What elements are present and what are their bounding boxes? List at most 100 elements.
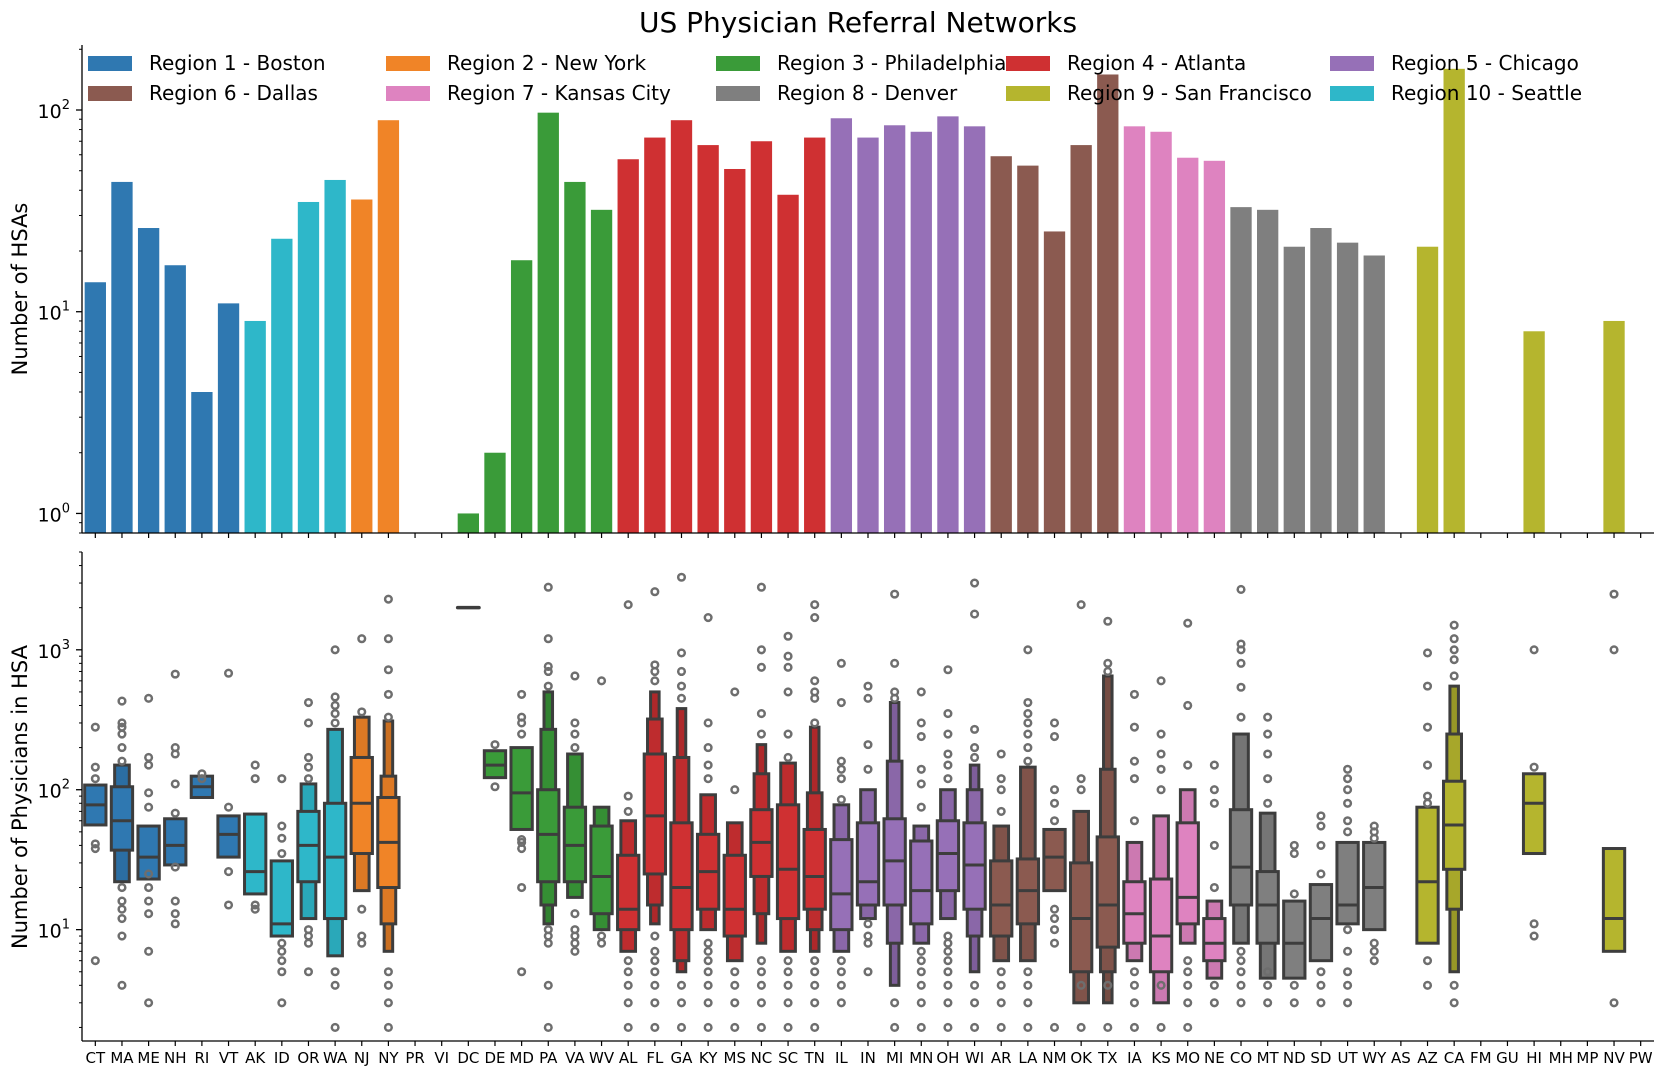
boxen-outlier-me [144,760,154,770]
hsa-y-tick-label: 100 [38,501,70,526]
boxen-outlier-ny [383,689,393,699]
boxen-outlier-vt [223,900,234,910]
boxen-outlier-tn [810,998,820,1008]
boxen-outlier-in [863,931,873,941]
boxen-outlier-mn [916,802,926,812]
hsa-y-tick-label: 101 [38,300,70,325]
boxen-outlier-sc [783,752,793,763]
boxen-outlier-fl [650,946,660,956]
boxen-outlier-va [570,946,580,956]
hsa-bar-wy [1363,255,1385,534]
boxen-outlier-ky [703,760,713,770]
hsa-bars [84,68,1625,534]
boxen-outlier-ms [730,967,740,977]
hsa-bar-tx [1097,74,1119,533]
boxen-level-al [616,853,641,932]
x-tick-label-ms: MS [724,1049,746,1067]
hsa-bar-ky [697,145,719,534]
legend-label: Region 3 - Philadelphia [777,51,1006,75]
x-tick-label-ga: GA [671,1049,694,1067]
boxen-outlier-id [277,956,287,966]
boxen-outlier-vt [223,867,234,877]
boxen-outlier-sd [1316,967,1326,977]
boxen-outlier-mt [1263,998,1273,1008]
boxen-outlier-me [144,693,154,703]
boxen-outlier-ga [676,681,687,691]
boxen-outlier-ms [730,998,740,1008]
boxen-outlier-al [623,980,633,990]
boxen-outlier-ny [383,594,393,604]
boxen-outlier-nh [170,779,180,789]
legend-swatch [88,56,132,71]
boxen-outlier-oh [943,774,953,784]
legend-swatch [386,86,430,101]
boxen-outlier-fl [650,676,660,686]
boxen-outlier-co [1236,712,1246,722]
x-tick-label-oh: OH [936,1049,959,1067]
boxen-outlier-ga [676,648,687,658]
hsa-bar-nv [1603,320,1625,533]
boxen-outlier-mi [890,589,900,599]
hsa-bar-ia [1123,126,1146,533]
hsa-bar-pa [537,112,559,533]
boxen-outlier-ks [1156,785,1166,795]
boxen-outlier-ma [117,914,127,924]
boxen-outlier-ca [1449,634,1459,644]
boxen-outlier-la [1023,697,1033,708]
hsa-bar-nc [750,141,773,534]
x-tick-label-hi: HI [1526,1049,1542,1067]
boxen-outlier-az [1422,681,1433,691]
x-tick-label-mi: MI [886,1049,903,1067]
boxen-outlier-in [863,938,873,948]
boxen-outlier-il [836,967,846,977]
boxen-outlier-mo [1183,967,1193,977]
boxen-outlier-nm [1049,718,1060,728]
hsa-bar-hi [1523,331,1545,533]
boxen-outlier-ma [117,722,127,732]
boxen-outlier-ut [1343,827,1353,837]
legend-swatch [386,56,430,71]
boxen-level-nd [1282,899,1307,980]
hsa-bar-ne [1203,160,1226,533]
physician-boxes [83,572,1627,1032]
hsa-bar-mo [1177,157,1199,533]
boxen-outlier-il [836,764,846,774]
boxen-outlier-nh [170,669,180,679]
boxen-outlier-ca [1449,998,1459,1008]
physician-y-tick-label: 102 [38,778,70,803]
boxen-outlier-me [144,802,154,812]
hsa-bar-ct [84,282,106,533]
boxen-outlier-id [277,967,287,977]
x-tick-label-ct: CT [86,1049,106,1067]
boxen-outlier-oh [943,998,953,1008]
x-tick-label-mh: MH [1549,1049,1573,1067]
x-tick-label-nc: NC [751,1049,773,1067]
physician-y-axis-label: Number of Physicians in HSA [8,644,32,949]
boxen-outlier-ca [1449,645,1459,655]
legend-label: Region 9 - San Francisco [1067,81,1312,105]
boxen-outlier-ne [1209,980,1219,990]
boxen-level-co [1228,808,1254,907]
boxen-outlier-wi [970,1022,980,1032]
boxen-outlier-ny [383,665,393,675]
boxen-level-sd [1308,883,1334,963]
boxen-outlier-ga [676,980,687,990]
boxen-outlier-ut [1343,798,1353,808]
boxen-outlier-ak [250,900,260,910]
boxen-level-tx [1095,835,1120,949]
hsa-bar-il [830,118,853,533]
boxen-outlier-id [277,946,287,956]
boxen-outlier-ky [703,743,713,753]
x-tick-label-al: AL [619,1049,638,1067]
x-tick-label-nv: NV [1603,1049,1625,1067]
boxen-outlier-nh [170,743,180,753]
boxen-outlier-me [144,946,154,956]
x-tick-label-pa: PA [539,1049,558,1067]
boxen-outlier-ca [1449,980,1459,990]
boxen-outlier-in [863,919,873,929]
x-tick-label-ar: AR [991,1049,1012,1067]
boxen-outlier-az [1422,791,1433,801]
boxen-outlier-ks [1156,729,1166,739]
boxen-outlier-nh [170,919,180,929]
boxen-outlier-nh [170,896,180,906]
